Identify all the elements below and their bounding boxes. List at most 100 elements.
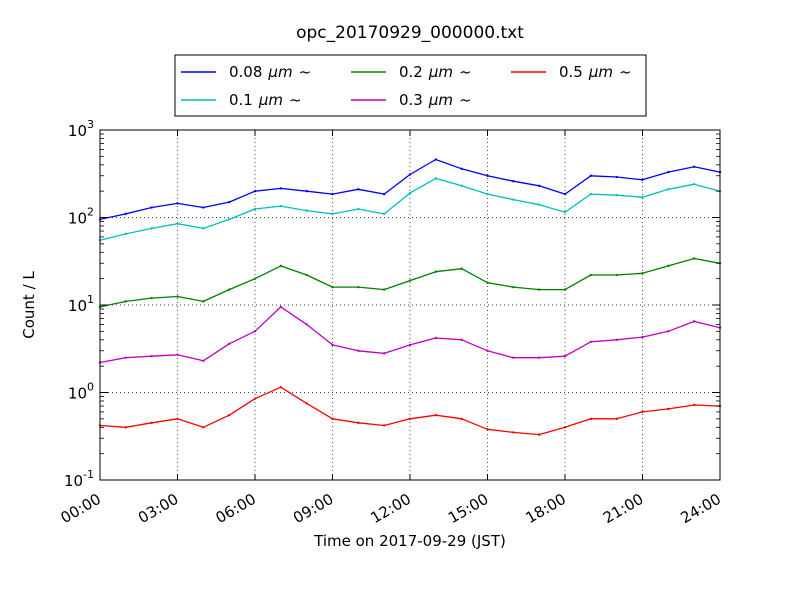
data-point	[563, 288, 567, 291]
data-point	[124, 426, 128, 429]
data-point	[641, 410, 644, 414]
data-point	[279, 204, 283, 208]
data-point	[460, 338, 463, 342]
data-point	[486, 349, 489, 352]
data-point	[434, 414, 438, 417]
legend-label: 0.5 μm ~	[559, 63, 632, 81]
data-point	[563, 354, 567, 358]
data-point	[253, 330, 257, 333]
data-point	[176, 417, 179, 421]
data-point	[434, 336, 438, 340]
data-point	[434, 158, 438, 161]
data-point	[279, 385, 283, 389]
y-axis-label: Count / L	[20, 271, 38, 339]
data-point	[667, 170, 670, 174]
data-point	[512, 431, 515, 434]
data-point	[331, 192, 334, 196]
data-point	[150, 296, 153, 300]
data-point	[641, 335, 644, 339]
data-point	[357, 188, 360, 191]
data-point	[641, 178, 644, 181]
data-point	[357, 349, 360, 352]
data-point	[615, 338, 618, 342]
data-point	[667, 264, 670, 268]
series-layer	[98, 158, 722, 436]
data-point	[305, 209, 308, 212]
data-point	[486, 428, 489, 431]
data-point	[563, 210, 567, 214]
data-point	[124, 212, 128, 216]
chart-title: opc_20170929_000000.txt	[296, 23, 524, 43]
data-point	[253, 189, 257, 193]
data-point	[589, 273, 593, 277]
data-point	[512, 356, 515, 359]
data-point	[667, 188, 670, 191]
legend-label: 0.3 μm ~	[399, 91, 472, 109]
data-point	[667, 407, 670, 411]
data-point	[382, 352, 386, 355]
data-point	[408, 191, 412, 195]
data-point	[357, 285, 360, 289]
data-point	[667, 330, 670, 333]
data-point	[692, 320, 696, 323]
legend-label: 0.1 μm ~	[229, 91, 302, 109]
data-point	[331, 212, 334, 216]
data-point	[641, 196, 644, 199]
data-point	[537, 356, 541, 359]
data-point	[202, 227, 205, 230]
data-point	[150, 421, 153, 425]
data-point	[176, 353, 179, 356]
data-point	[486, 192, 489, 196]
data-point	[382, 212, 386, 216]
y-tick-label: 101	[68, 293, 94, 315]
data-point	[460, 267, 463, 270]
legend-label: 0.08 μm ~	[229, 63, 311, 81]
data-point	[253, 277, 257, 280]
data-point	[279, 187, 283, 190]
data-point	[176, 295, 179, 298]
data-point	[589, 340, 593, 343]
y-tick-label: 10-1	[64, 468, 94, 490]
data-point	[641, 272, 644, 275]
data-point	[150, 206, 153, 209]
data-point	[357, 421, 360, 425]
data-point	[460, 417, 463, 421]
data-point	[253, 207, 257, 211]
data-point	[150, 354, 153, 358]
data-point	[176, 222, 179, 225]
data-point	[382, 424, 386, 427]
legend: 0.08 μm ~ 0.1 μm ~ 0.2 μm ~ 0.3 μm ~ 0.5 μm ~	[174, 54, 647, 117]
series-3	[98, 305, 722, 364]
data-point	[202, 426, 205, 429]
data-point	[124, 232, 128, 236]
data-point	[434, 177, 438, 180]
data-point	[305, 189, 308, 193]
data-point	[512, 285, 515, 289]
data-point	[202, 300, 205, 303]
y-tick-label: 103	[68, 118, 94, 140]
data-point	[408, 279, 412, 282]
data-point	[512, 179, 515, 183]
data-point	[408, 343, 412, 347]
data-point	[486, 174, 489, 177]
data-point	[357, 207, 360, 211]
data-point	[253, 397, 257, 400]
data-point	[460, 167, 463, 171]
data-point	[537, 184, 541, 188]
data-point	[537, 203, 541, 206]
legend-label: 0.2 μm ~	[399, 63, 472, 81]
data-point	[615, 273, 618, 277]
data-point	[434, 270, 438, 273]
x-axis-label: Time on 2017-09-29 (JST)	[313, 532, 506, 550]
data-point	[382, 192, 386, 196]
series-0	[98, 158, 722, 221]
series-2	[98, 257, 722, 309]
data-point	[692, 403, 696, 407]
data-point	[124, 300, 128, 303]
data-point	[305, 402, 308, 405]
data-point	[692, 257, 696, 260]
data-point	[589, 192, 593, 196]
data-point	[486, 281, 489, 284]
data-point	[305, 323, 308, 326]
